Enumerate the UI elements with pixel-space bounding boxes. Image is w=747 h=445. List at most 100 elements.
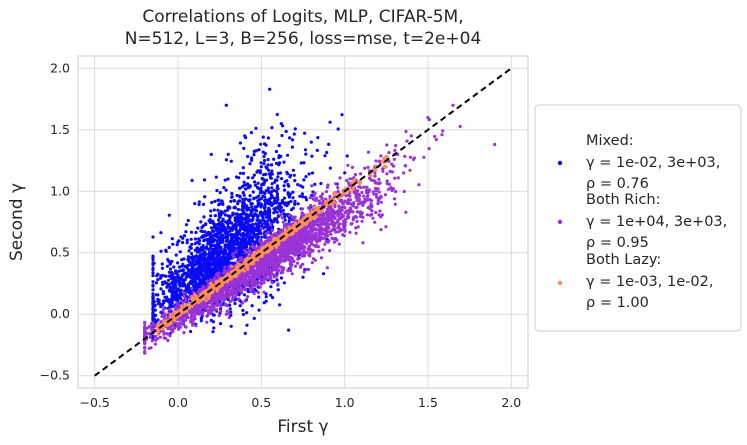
both-rich-point bbox=[318, 201, 322, 206]
mixed-point bbox=[216, 226, 220, 230]
both-rich-point bbox=[286, 242, 290, 246]
both-rich-point bbox=[315, 220, 319, 224]
both-rich-point bbox=[176, 327, 181, 331]
mixed-point bbox=[242, 146, 246, 150]
both-rich-point bbox=[299, 246, 303, 250]
both-rich-point bbox=[162, 336, 166, 340]
mixed-point bbox=[202, 215, 206, 219]
mixed-point bbox=[186, 268, 190, 272]
mixed-point bbox=[290, 145, 294, 149]
mixed-point bbox=[170, 237, 174, 241]
both-rich-point bbox=[361, 203, 365, 207]
both-rich-point bbox=[223, 265, 227, 269]
mixed-point bbox=[183, 271, 187, 275]
both-rich-point bbox=[309, 224, 313, 228]
mixed-point bbox=[239, 214, 243, 218]
mixed-point bbox=[242, 293, 246, 297]
mixed-point bbox=[232, 206, 236, 210]
mixed-point bbox=[200, 273, 204, 278]
mixed-point bbox=[258, 171, 262, 175]
mixed-point bbox=[261, 218, 265, 222]
both-rich-point bbox=[377, 213, 381, 217]
mixed-point bbox=[274, 149, 278, 154]
both-rich-point bbox=[308, 247, 312, 251]
mixed-point bbox=[213, 238, 217, 242]
both-rich-point bbox=[355, 219, 359, 224]
both-rich-point bbox=[293, 253, 297, 257]
both-rich-point bbox=[366, 150, 371, 154]
mixed-point bbox=[223, 227, 227, 232]
both-rich-point bbox=[375, 195, 379, 199]
mixed-point bbox=[283, 188, 287, 192]
both-rich-point bbox=[365, 185, 369, 189]
both-rich-point bbox=[325, 223, 330, 227]
mixed-point bbox=[270, 186, 274, 190]
mixed-point bbox=[228, 252, 232, 256]
mixed-point bbox=[242, 183, 246, 187]
both-rich-point bbox=[336, 186, 340, 190]
mixed-point bbox=[238, 186, 242, 190]
both-rich-point bbox=[230, 298, 234, 302]
both-rich-point bbox=[371, 190, 375, 194]
both-rich-point bbox=[249, 290, 253, 294]
both-rich-point bbox=[280, 265, 284, 269]
mixed-point bbox=[265, 215, 269, 220]
mixed-point bbox=[245, 311, 249, 315]
both-rich-point bbox=[278, 256, 283, 260]
both-rich-point bbox=[441, 129, 445, 133]
both-rich-point bbox=[373, 220, 377, 224]
mixed-point bbox=[301, 195, 305, 199]
mixed-point bbox=[219, 322, 223, 326]
both-rich-point bbox=[183, 325, 187, 329]
both-rich-point bbox=[224, 303, 228, 307]
both-rich-point bbox=[143, 341, 147, 345]
both-rich-point bbox=[368, 176, 372, 180]
mixed-point bbox=[263, 235, 267, 239]
mixed-point bbox=[285, 179, 289, 183]
mixed-point bbox=[229, 242, 233, 246]
both-rich-point bbox=[330, 216, 334, 220]
mixed-point bbox=[234, 232, 238, 236]
both-rich-point bbox=[356, 202, 360, 206]
both-rich-point bbox=[182, 331, 186, 335]
mixed-point bbox=[249, 158, 254, 162]
mixed-point bbox=[209, 226, 214, 230]
both-rich-point bbox=[148, 335, 152, 339]
both-rich-point bbox=[313, 191, 317, 195]
mixed-point bbox=[182, 234, 187, 238]
both-rich-point bbox=[262, 290, 266, 294]
mixed-point bbox=[241, 191, 245, 195]
both-rich-point bbox=[355, 198, 359, 202]
mixed-point bbox=[301, 275, 305, 279]
mixed-point bbox=[345, 154, 349, 158]
mixed-point bbox=[199, 220, 203, 224]
both-rich-point bbox=[314, 237, 318, 241]
mixed-point bbox=[198, 253, 202, 257]
mixed-point bbox=[240, 204, 245, 208]
both-rich-point bbox=[183, 296, 187, 300]
mixed-point bbox=[243, 331, 247, 335]
both-rich-point bbox=[312, 235, 316, 239]
mixed-point bbox=[236, 213, 240, 217]
mixed-point bbox=[336, 127, 340, 131]
both-rich-point bbox=[166, 327, 170, 331]
mixed-point bbox=[246, 154, 250, 159]
mixed-point bbox=[284, 129, 288, 134]
mixed-point bbox=[270, 194, 274, 198]
mixed-point bbox=[151, 266, 155, 270]
mixed-point bbox=[194, 281, 198, 285]
mixed-point bbox=[256, 181, 260, 185]
mixed-point bbox=[264, 211, 269, 215]
mixed-point bbox=[216, 252, 221, 256]
both-rich-point bbox=[293, 264, 297, 268]
both-rich-point bbox=[262, 260, 266, 264]
mixed-point bbox=[263, 179, 267, 183]
mixed-point bbox=[220, 219, 224, 223]
both-rich-point bbox=[260, 226, 264, 231]
mixed-point bbox=[177, 295, 181, 299]
mixed-point bbox=[151, 294, 155, 298]
both-rich-point bbox=[405, 139, 409, 143]
mixed-point bbox=[282, 196, 287, 200]
mixed-point bbox=[211, 267, 215, 271]
mixed-point bbox=[263, 195, 267, 199]
